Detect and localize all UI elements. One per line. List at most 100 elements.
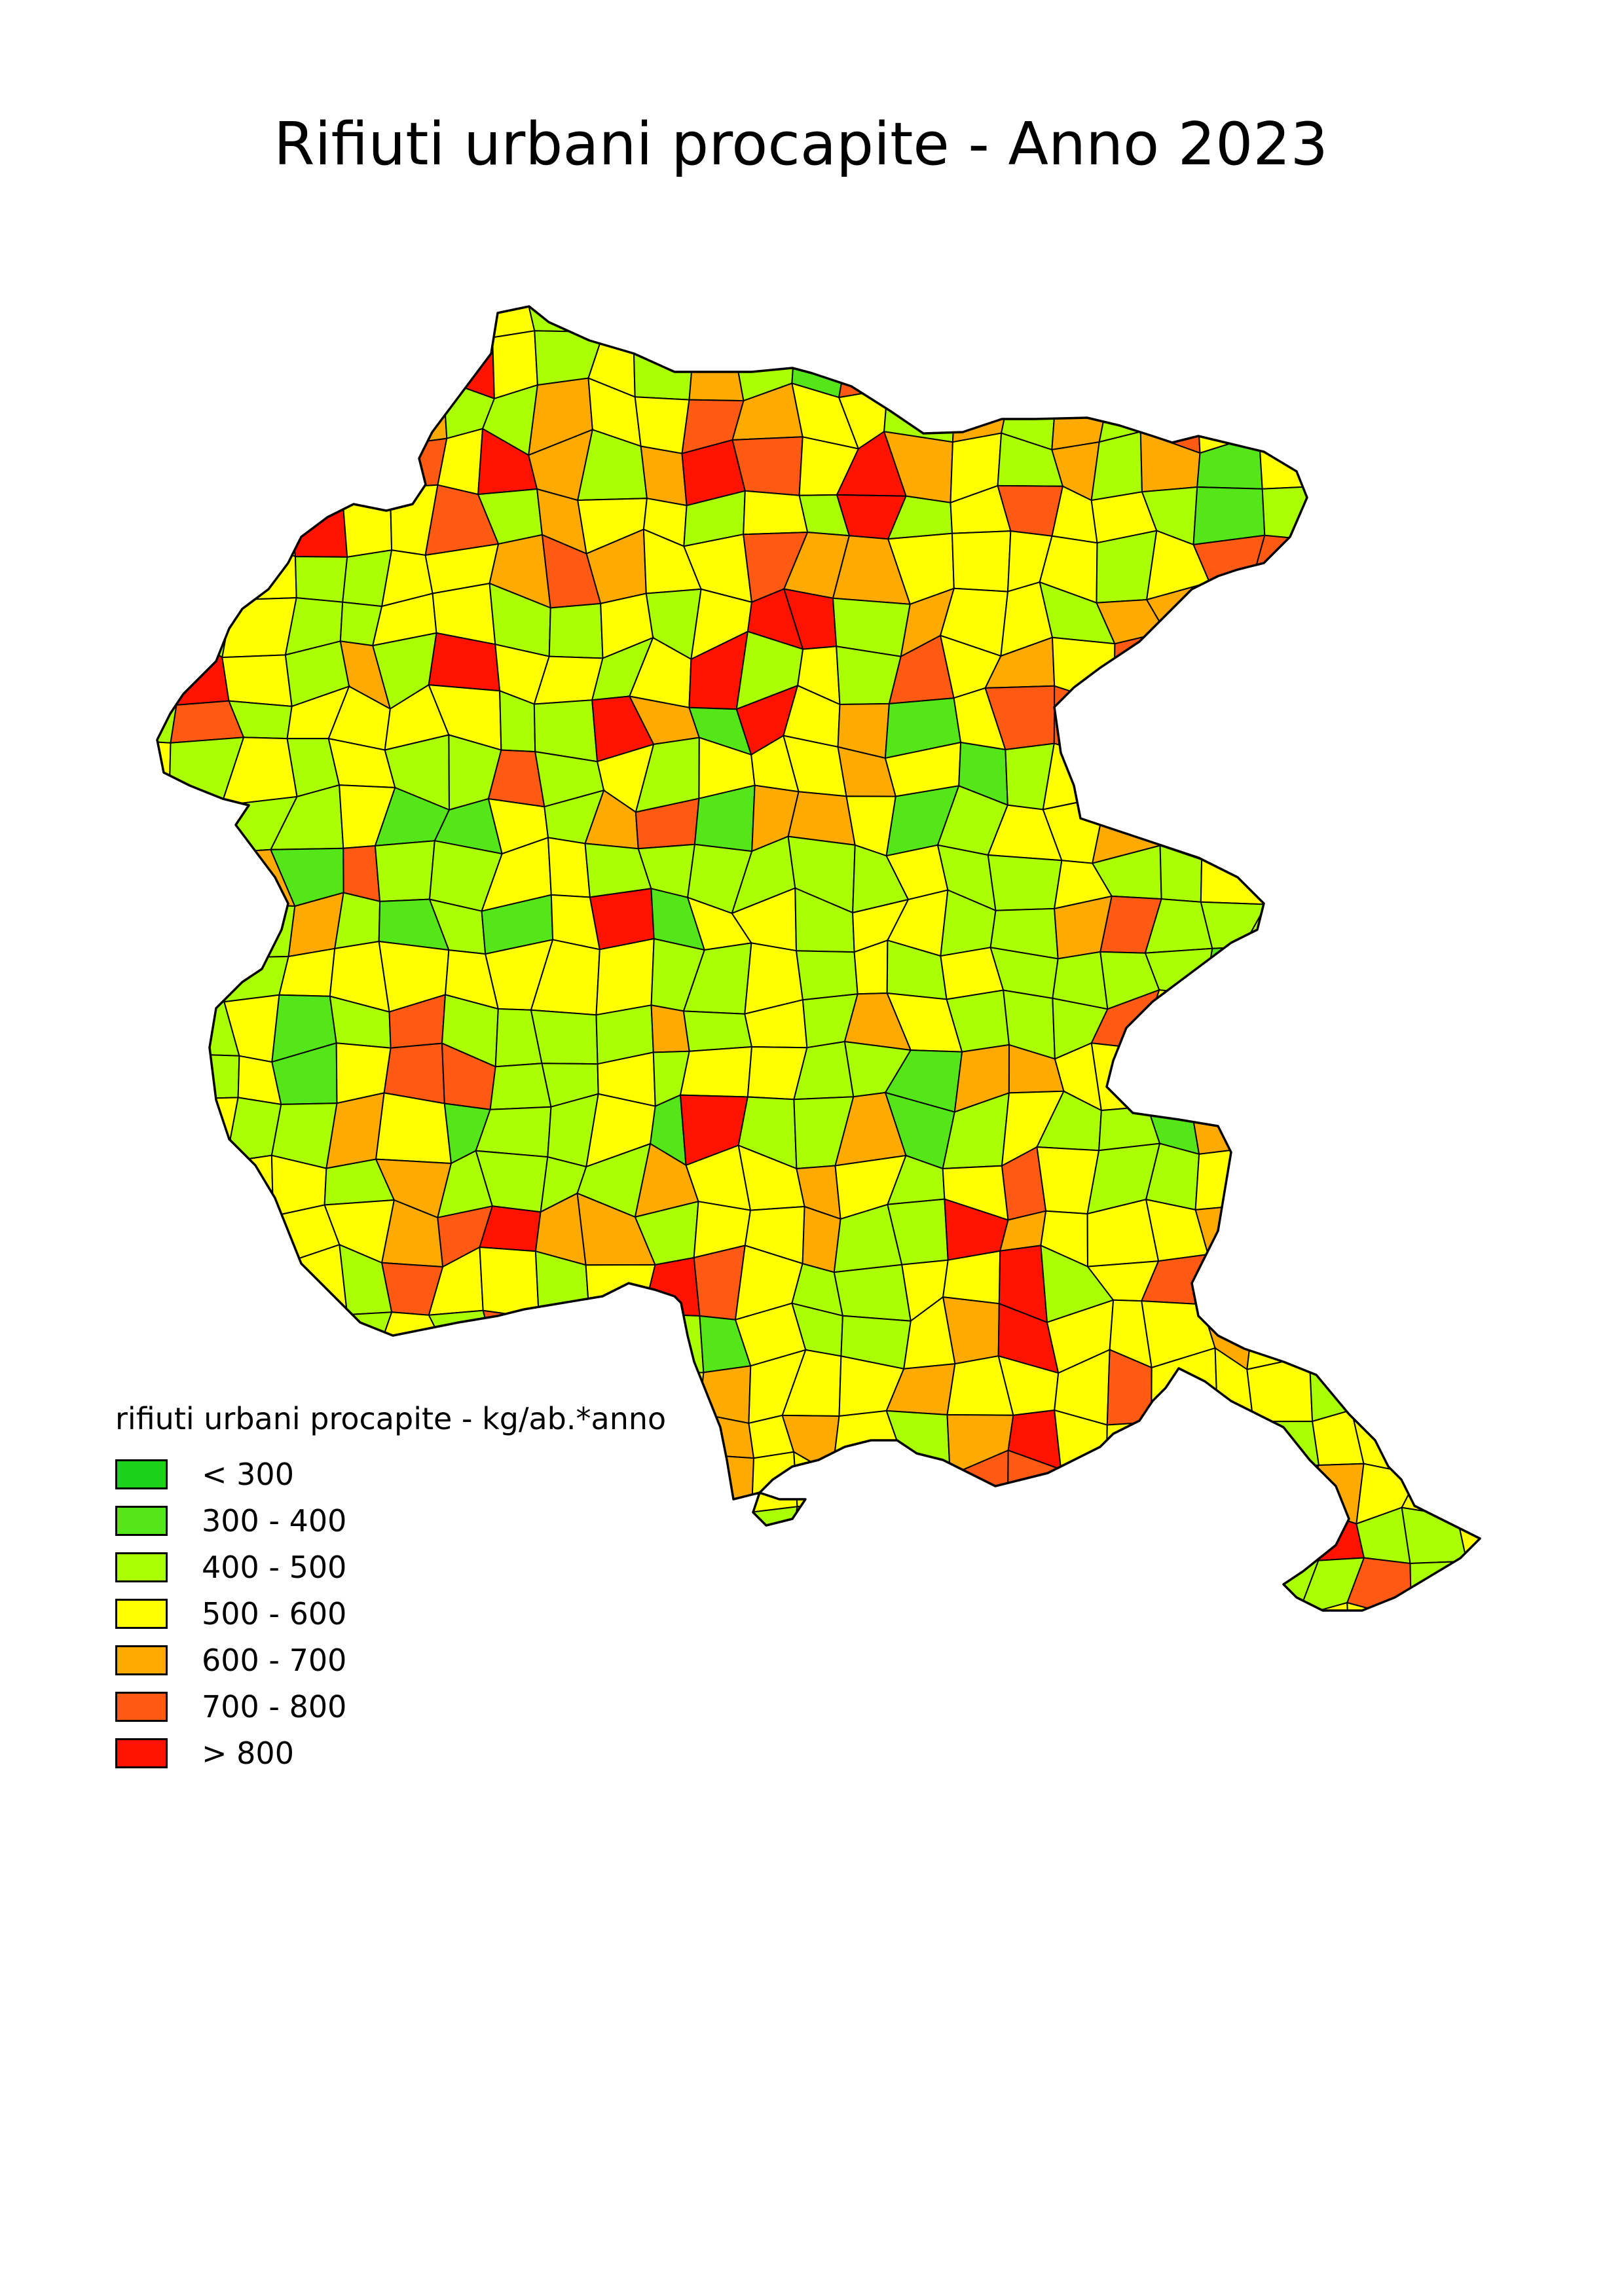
municipality-area [743,490,809,536]
municipality-area [157,324,177,396]
municipality-area [958,1666,1012,1713]
legend-swatch [115,1459,168,1489]
municipality-area [1155,1514,1213,1556]
municipality-area [1452,1347,1480,1417]
municipality-area [1512,800,1551,860]
municipality-area [1393,1348,1472,1418]
municipality-area [221,597,297,659]
municipality-area [374,840,435,902]
municipality-area [1150,1421,1219,1456]
municipality-area [1297,1054,1362,1097]
municipality-area [1106,1450,1161,1516]
municipality-area [1195,1609,1264,1611]
municipality-area [1501,1611,1576,1655]
municipality-area [1251,742,1318,797]
municipality-area [538,1309,590,1366]
municipality-area [1359,1148,1418,1222]
municipality-area [1242,394,1301,435]
municipality-area [168,324,244,396]
municipality-area [784,1612,837,1669]
municipality-area [885,1656,962,1731]
municipality-area [1395,580,1464,653]
municipality-area [221,306,293,344]
legend-label: 300 - 400 [202,1503,347,1539]
municipality-area [1056,325,1111,398]
municipality-area [1058,306,1111,343]
municipality-area [1456,1516,1480,1563]
municipality-area [1042,742,1114,811]
municipality-area [1190,786,1262,861]
municipality-area [750,1506,798,1568]
municipality-area [157,1098,195,1167]
municipality-area [1354,634,1413,694]
municipality-area [1401,1448,1458,1518]
municipality-area [489,1063,552,1110]
municipality-area [1454,1617,1509,1662]
municipality-area [1501,1563,1557,1618]
municipality-area [1393,1298,1472,1361]
municipality-area [1246,1464,1320,1511]
municipality-area [1452,1307,1480,1361]
municipality-area [1103,1663,1161,1718]
municipality-area [1156,740,1208,807]
municipality-area [157,837,181,902]
municipality-area [1344,1658,1414,1727]
municipality-area [482,1309,541,1366]
municipality-area [1405,306,1471,347]
municipality-area [1359,1092,1414,1156]
municipality-area [1397,746,1469,810]
municipality-area [1139,630,1218,708]
municipality-area [1198,994,1264,1068]
municipality-area [1453,950,1480,1018]
municipality-area [430,306,494,342]
municipality-area [384,379,448,448]
municipality-area [288,1314,348,1365]
municipality-area [1499,1414,1562,1468]
municipality-area [1203,641,1264,706]
municipality-area [1444,650,1480,692]
municipality-area [1415,501,1459,557]
municipality-area [1397,682,1469,759]
municipality-area [1509,1655,1576,1722]
legend-item: 500 - 600 [115,1590,666,1637]
municipality-area [957,1504,1009,1560]
municipality-area [340,446,391,489]
municipality-area [168,306,232,336]
municipality-area [1411,541,1460,592]
municipality-area [1301,531,1356,591]
municipality-area [1343,797,1422,857]
municipality-area [631,306,696,334]
municipality-area [1350,960,1416,1010]
municipality-area [1308,306,1357,346]
municipality-area [1411,1617,1457,1662]
municipality-area [1505,538,1566,595]
legend-label: 600 - 700 [202,1642,347,1678]
legend-swatch [115,1645,168,1675]
region-boundary [156,305,1481,1612]
municipality-area [330,306,392,344]
municipality-area [1399,441,1469,504]
municipality-area [1304,1246,1352,1323]
municipality-area [340,480,393,558]
municipality-area [1189,1058,1261,1100]
municipality-area [222,1260,290,1319]
municipality-area [1202,1421,1254,1468]
municipality-area [940,1601,1010,1611]
municipality-area [157,1296,193,1372]
municipality-area [1345,1298,1399,1372]
municipality-area [377,306,447,342]
municipality-area [177,534,247,606]
municipality-area [288,341,343,393]
municipality-area [595,938,655,1016]
municipality-area [678,1552,757,1611]
municipality-area [882,1558,962,1611]
municipality-area [547,837,591,898]
municipality-area [294,556,348,603]
map-title: Rifiuti urbani procapite - Anno 2023 [274,110,1328,179]
municipality-area [157,631,184,706]
municipality-area [1312,648,1371,695]
municipality-area [747,1602,790,1611]
municipality-area [1350,1195,1418,1248]
municipality-area [1254,1260,1316,1323]
municipality-area [678,1602,750,1611]
